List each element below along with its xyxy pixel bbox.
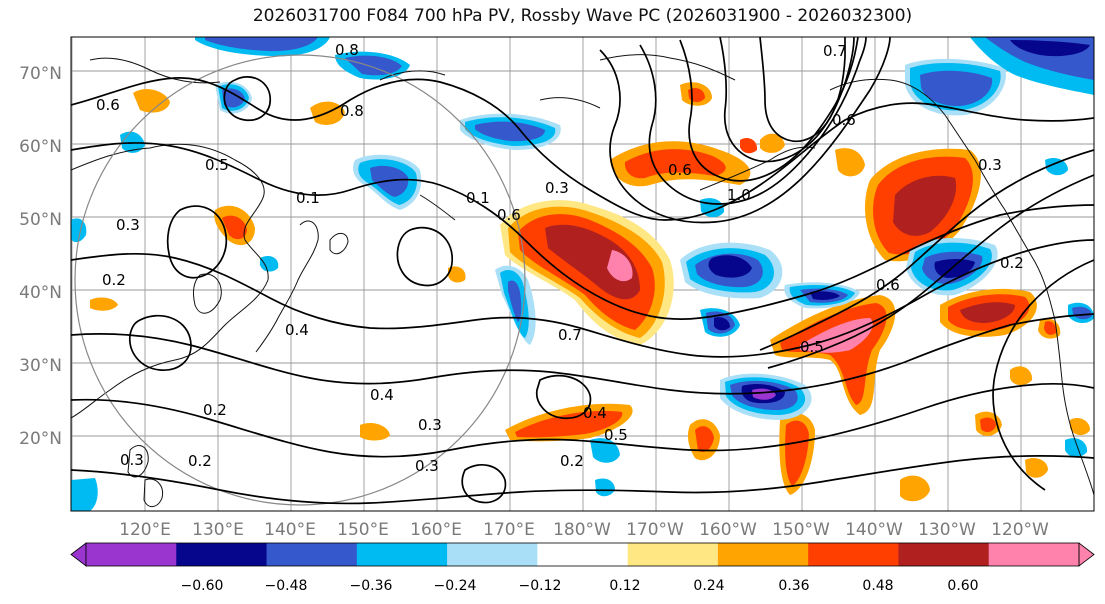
pv-contours [71, 37, 1094, 505]
contour-label: 0.6 [832, 111, 856, 129]
coastlines [71, 54, 1094, 507]
colorbar-segment [176, 543, 268, 566]
colorbar-extend-max [1078, 542, 1095, 567]
contour-label: 0.4 [583, 404, 607, 422]
contour-label: 0.1 [296, 189, 320, 207]
lon-label: 170°E [483, 520, 535, 540]
colorbar-segment [356, 543, 448, 566]
contour-label: 0.8 [335, 41, 359, 59]
colorbar-tick-label: 0.48 [862, 578, 893, 594]
lon-label: 130°E [192, 520, 244, 540]
contour-label: 0.6 [876, 276, 900, 294]
colorbar [70, 542, 1095, 567]
contour-label: 0.5 [205, 156, 229, 174]
contour-label: 0.6 [668, 161, 692, 179]
lon-label: 160°E [410, 520, 462, 540]
lat-label: 70°N [19, 64, 62, 84]
contour-label: 0.5 [604, 426, 628, 444]
map-frame [70, 36, 1095, 512]
colorbar-tick-label: −0.24 [434, 578, 477, 594]
contour-label: 0.2 [102, 271, 126, 289]
lat-label: 60°N [19, 137, 62, 157]
lon-label: 140°W [845, 520, 903, 540]
lon-label: 120°W [991, 520, 1049, 540]
lat-label: 20°N [19, 429, 62, 449]
contour-label: 0.6 [497, 206, 521, 224]
contour-label: 0.7 [823, 42, 847, 60]
colorbar-tick-label: −0.60 [181, 578, 224, 594]
colorbar-frame [85, 542, 1080, 567]
colorbar-tick-label: −0.48 [265, 578, 308, 594]
longitude-labels: 120°E 130°E 140°E 150°E 160°E 170°E 180°… [119, 520, 1049, 540]
positive-anomaly-shading [90, 82, 1090, 502]
contour-label: 0.3 [415, 457, 439, 475]
colorbar-segment [447, 543, 538, 566]
lat-label: 50°N [19, 210, 62, 230]
contour-label-group: 0.8 0.7 0.6 0.8 0.5 0.3 0.1 0.6 1.0 0.3 … [96, 41, 1024, 475]
map-content: 0.8 0.7 0.6 0.8 0.5 0.3 0.1 0.6 1.0 0.3 … [71, 37, 1094, 511]
contour-label: 0.2 [203, 401, 227, 419]
colorbar-tick-label: 0.24 [693, 578, 724, 594]
contour-label: 0.8 [340, 102, 364, 120]
contour-label: 0.4 [370, 386, 394, 404]
lat-label: 30°N [19, 356, 62, 376]
lon-label: 130°W [918, 520, 976, 540]
latitude-labels: 70°N 60°N 50°N 40°N 30°N 20°N [19, 64, 62, 449]
contour-label: 0.3 [116, 216, 140, 234]
contour-label: 0.1 [466, 189, 490, 207]
colorbar-extend-min [70, 542, 87, 567]
colorbar-segment [808, 543, 899, 566]
lon-label: 120°E [119, 520, 171, 540]
figure-title: 2026031700 F084 700 hPa PV, Rossby Wave … [252, 6, 913, 26]
colorbar-tick-label: 0.12 [609, 578, 640, 594]
contour-label: 0.2 [560, 452, 584, 470]
colorbar-segment [266, 543, 358, 566]
colorbar-tick-label: 0.36 [778, 578, 809, 594]
contour-label: 1.0 [727, 186, 751, 204]
colorbar-tick-label: −0.36 [350, 578, 393, 594]
contour-label: 0.7 [558, 326, 582, 344]
contour-label: 0.3 [120, 451, 144, 469]
contour-label: 0.3 [978, 156, 1002, 174]
contour-label: 0.3 [418, 416, 442, 434]
lon-label: 180°W [553, 520, 611, 540]
colorbar-tick-label: 0.60 [947, 578, 978, 594]
colorbar-tick-labels: −0.60 −0.48 −0.36 −0.24 −0.12 0.12 0.24 … [181, 578, 979, 594]
lon-label: 150°W [772, 520, 830, 540]
lon-label: 140°E [264, 520, 316, 540]
contour-label: 0.3 [545, 179, 569, 197]
colorbar-segment [86, 543, 177, 566]
colorbar-segment [537, 543, 629, 566]
contour-label: 0.5 [800, 338, 824, 356]
colorbar-segment [627, 543, 719, 566]
contour-label: 0.4 [285, 321, 309, 339]
lon-label: 150°E [337, 520, 389, 540]
contour-label: 0.2 [188, 452, 212, 470]
radius-circle [74, 54, 526, 506]
lat-label: 40°N [19, 283, 62, 303]
colorbar-tick-label: −0.12 [519, 578, 562, 594]
lon-label: 160°W [699, 520, 757, 540]
contour-label: 0.6 [96, 96, 120, 114]
lon-label: 170°W [626, 520, 684, 540]
colorbar-segment [898, 543, 990, 566]
colorbar-segment [717, 543, 809, 566]
contour-label: 0.2 [1000, 254, 1024, 272]
colorbar-segment [988, 543, 1080, 566]
